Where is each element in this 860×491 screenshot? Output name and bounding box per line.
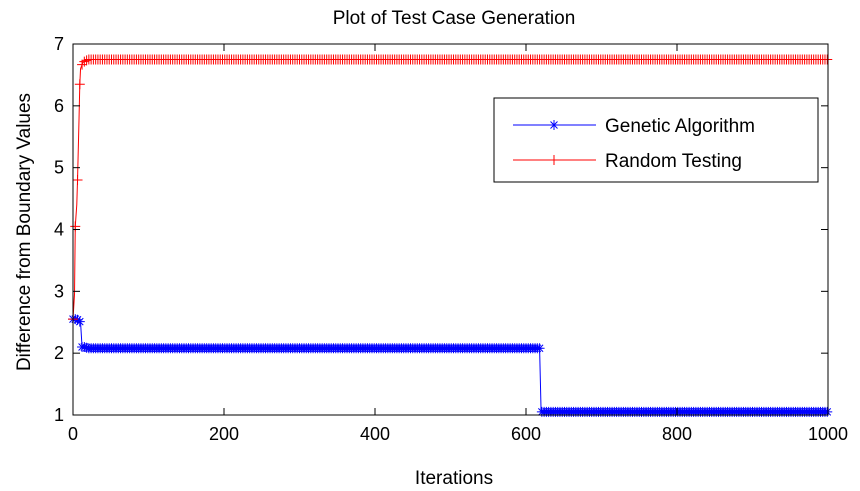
- axes: 0 200 400 600 800 1000 1 2 3 4 5 6 7: [54, 34, 848, 444]
- y-tick-label: 7: [54, 34, 64, 54]
- y-tick-label: 2: [54, 343, 64, 363]
- legend-label-0: Genetic Algorithm: [605, 116, 755, 137]
- y-tick-label: 3: [54, 281, 64, 301]
- asterisk-marker: [74, 316, 85, 327]
- series-markers-1: [68, 54, 833, 325]
- x-tick-label: 200: [209, 424, 239, 444]
- legend-label-1: Random Testing: [605, 151, 742, 172]
- y-tick-label: 5: [54, 158, 64, 178]
- x-tick-label: 800: [662, 424, 692, 444]
- x-tick-label: 400: [360, 424, 390, 444]
- y-tick-label: 4: [54, 220, 64, 240]
- series-markers-0: [68, 314, 833, 417]
- x-axis-label: Iterations: [415, 468, 493, 489]
- legend-asterisk-marker: [549, 120, 559, 130]
- y-tick-label: 6: [54, 96, 64, 116]
- plus-marker: [81, 55, 92, 66]
- y-tick-label: 1: [54, 405, 64, 425]
- plus-marker: [72, 175, 83, 186]
- plus-marker: [74, 79, 85, 90]
- plot-content: [68, 54, 833, 417]
- legend: Genetic Algorithm Random Testing: [493, 97, 819, 183]
- chart-title: Plot of Test Case Generation: [333, 8, 576, 29]
- x-tick-label: 600: [511, 424, 541, 444]
- asterisk-marker: [534, 343, 545, 354]
- series-line-0: [73, 318, 828, 413]
- x-tick-label: 1000: [808, 424, 848, 444]
- asterisk-marker: [79, 341, 90, 352]
- plus-marker: [822, 54, 833, 65]
- legend-box: [493, 97, 819, 183]
- x-tick-label: 0: [68, 424, 78, 444]
- legend-plus-marker: [549, 155, 559, 165]
- asterisk-marker: [822, 406, 833, 417]
- y-axis-label: Difference from Boundary Values: [14, 93, 35, 371]
- plus-marker: [79, 56, 90, 67]
